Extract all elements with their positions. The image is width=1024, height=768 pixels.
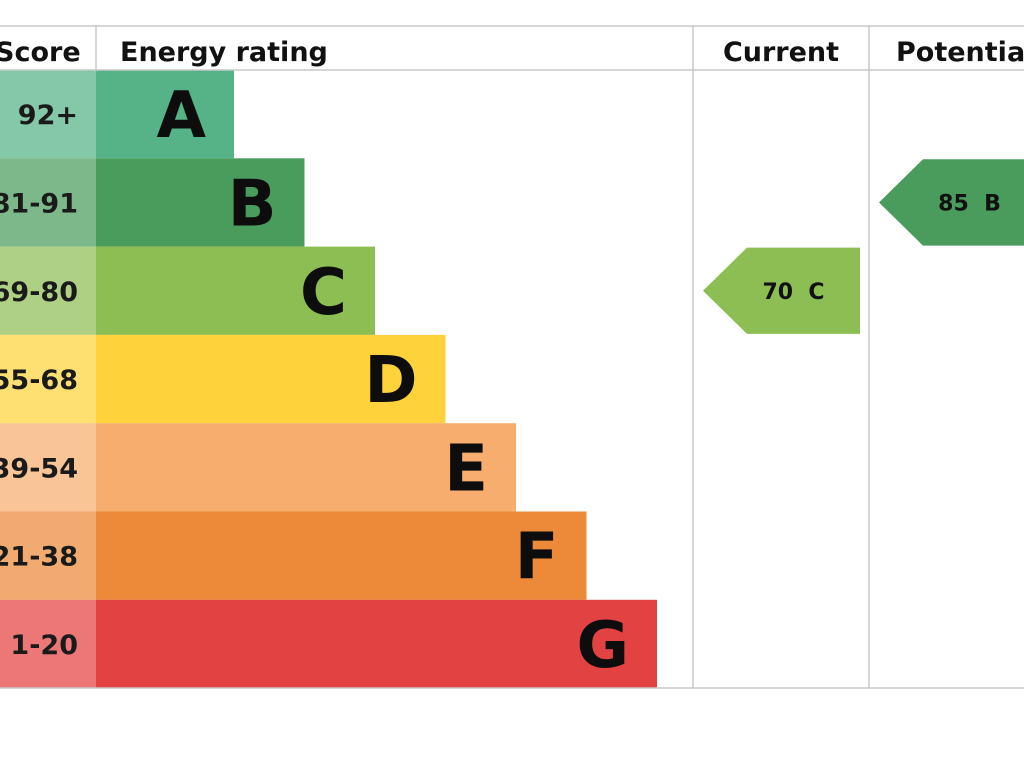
current-rating-arrow [703, 247, 860, 334]
rating-bar-e [96, 423, 516, 512]
rating-bar-f [96, 511, 587, 600]
potential-rating-label: 85 B [938, 191, 1001, 216]
score-column-background [0, 70, 96, 689]
header-potential: Potentia [896, 37, 1024, 68]
potential-rating-arrow [879, 159, 1024, 246]
score-cell-c [0, 246, 96, 335]
rating-bar-d [96, 334, 446, 424]
score-label-c: 69-80 [0, 277, 78, 308]
rating-letter-f: F [515, 521, 559, 595]
potential-rating-marker: 85 B [879, 159, 1024, 246]
rating-bar-g [96, 599, 657, 689]
table-grid [0, 25, 1024, 689]
rating-bar-c [96, 246, 375, 335]
header-energy-rating: Energy rating [120, 37, 328, 68]
rating-letter-b: B [228, 167, 277, 241]
score-label-b: 81-91 [0, 188, 78, 219]
rating-letter-e: E [444, 432, 488, 506]
rating-bar-b [96, 158, 305, 247]
score-cell-a [0, 70, 96, 159]
score-cell-b [0, 158, 96, 247]
score-label-f: 21-38 [0, 542, 78, 573]
score-label-g: 1-20 [10, 630, 78, 661]
score-cell-d [0, 334, 96, 424]
rating-letter-c: C [300, 256, 347, 330]
score-labels: 92+ 81-91 69-80 55-68 39-54 21-38 1-20 [0, 100, 78, 661]
score-cell-e [0, 423, 96, 512]
score-label-d: 55-68 [0, 365, 78, 396]
rating-letter-a: A [156, 79, 206, 153]
score-cell-g [0, 599, 96, 689]
header-score: Score [0, 37, 81, 68]
rating-bar-a [96, 70, 234, 159]
header-current: Current [723, 37, 839, 68]
current-rating-label: 70 C [762, 280, 824, 305]
rating-letter-d: D [364, 344, 417, 418]
rating-letter-g: G [576, 609, 629, 683]
score-label-e: 39-54 [0, 453, 78, 484]
score-cell-f [0, 511, 96, 600]
score-label-a: 92+ [18, 100, 78, 131]
current-rating-marker: 70 C [703, 247, 860, 334]
